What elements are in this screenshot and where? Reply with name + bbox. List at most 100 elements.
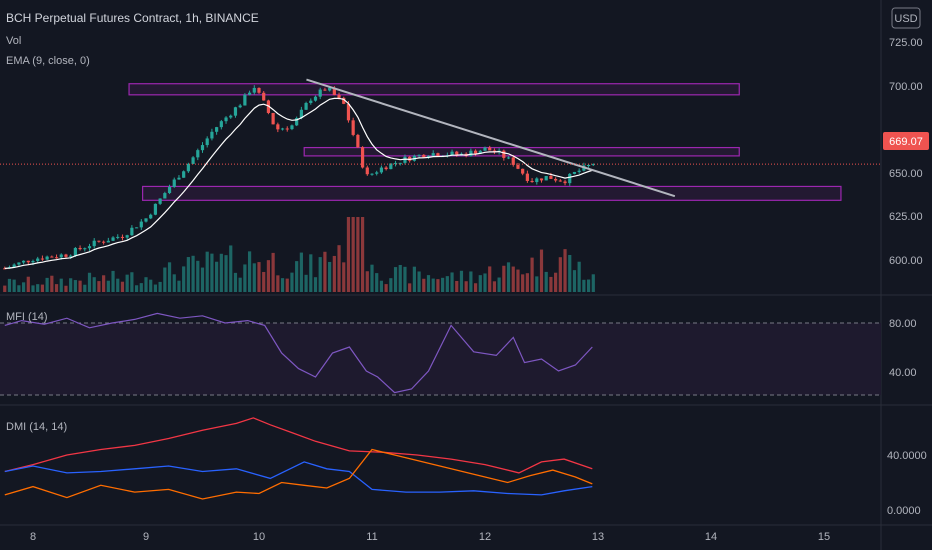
time-tick: 12 bbox=[479, 531, 491, 543]
chart-title: BCH Perpetual Futures Contract, 1h, BINA… bbox=[6, 11, 259, 25]
candle-body bbox=[238, 105, 242, 108]
candle-body bbox=[426, 155, 431, 158]
volume-bar bbox=[558, 257, 562, 292]
support-resistance-zone[interactable] bbox=[303, 146, 740, 157]
volume-bar bbox=[572, 270, 577, 292]
volume-bar bbox=[365, 271, 369, 292]
mfi-band-fill bbox=[0, 323, 881, 395]
candle-body bbox=[511, 157, 515, 165]
candle-body bbox=[483, 147, 487, 151]
candle-body bbox=[365, 167, 369, 175]
candle-body bbox=[455, 151, 459, 155]
candle-body bbox=[544, 175, 548, 181]
candle-body bbox=[290, 125, 294, 130]
volume-bar bbox=[45, 277, 49, 292]
candle-body bbox=[313, 96, 318, 101]
candle-body bbox=[360, 147, 365, 168]
candle-body bbox=[342, 97, 346, 104]
di-minus-line bbox=[4, 448, 593, 500]
mfi-tick: 40.00 bbox=[889, 367, 917, 379]
volume-bar bbox=[144, 277, 148, 292]
volume-bar bbox=[332, 255, 336, 292]
volume-bar bbox=[483, 273, 487, 292]
volume-bar bbox=[50, 275, 54, 292]
candle-body bbox=[422, 154, 426, 158]
volume-bar bbox=[210, 253, 214, 292]
volume-bar bbox=[525, 273, 529, 292]
support-resistance-zone[interactable] bbox=[142, 185, 842, 201]
candle-body bbox=[87, 246, 92, 249]
candle-body bbox=[205, 138, 209, 146]
volume-bar bbox=[295, 261, 299, 292]
candle-body bbox=[111, 237, 115, 241]
volume-bar bbox=[393, 267, 398, 292]
candle-body bbox=[219, 121, 223, 128]
volume-bar bbox=[87, 272, 92, 292]
volume-bar bbox=[511, 266, 515, 292]
price-tick: 700.00 bbox=[889, 81, 923, 93]
candle-body bbox=[59, 254, 63, 258]
volume-bar bbox=[313, 277, 318, 292]
volume-bar bbox=[417, 271, 421, 292]
currency-button-frame[interactable] bbox=[891, 7, 921, 29]
volume-bar bbox=[502, 265, 506, 292]
volume-bar bbox=[337, 245, 341, 292]
volume-bar bbox=[582, 279, 586, 292]
candle-body bbox=[521, 168, 525, 174]
volume-bar bbox=[229, 245, 233, 292]
candle-body bbox=[332, 87, 336, 95]
candle-body bbox=[328, 87, 332, 91]
currency-button-label[interactable]: USD bbox=[894, 13, 917, 25]
candle-body bbox=[247, 92, 252, 95]
candle-body bbox=[346, 103, 351, 121]
volume-bar bbox=[285, 278, 289, 292]
candle-body bbox=[130, 227, 134, 236]
candle-body bbox=[356, 134, 360, 148]
volume-bar bbox=[36, 284, 40, 292]
volume-bar bbox=[441, 277, 445, 292]
volume-bar bbox=[262, 271, 266, 292]
support-resistance-zone[interactable] bbox=[128, 83, 740, 96]
candle-body bbox=[389, 163, 393, 170]
volume-bar bbox=[549, 276, 553, 292]
candle-body bbox=[370, 173, 374, 175]
volume-bar bbox=[26, 276, 30, 292]
volume-bar bbox=[191, 255, 195, 292]
candle-body bbox=[17, 262, 21, 265]
volume-bar bbox=[422, 278, 426, 292]
candle-body bbox=[12, 264, 16, 268]
candle-body bbox=[252, 87, 256, 93]
volume-bar bbox=[497, 277, 501, 292]
candle-body bbox=[554, 178, 558, 181]
candle-body bbox=[144, 218, 148, 222]
candle-body bbox=[78, 247, 82, 250]
candle-body bbox=[73, 247, 77, 256]
candle-body bbox=[375, 172, 379, 174]
candle-body bbox=[163, 193, 167, 199]
price-tick: 625.00 bbox=[889, 211, 923, 223]
volume-bar bbox=[219, 253, 223, 292]
candle-body bbox=[125, 235, 129, 238]
candle-body bbox=[403, 156, 407, 163]
volume-bar bbox=[215, 261, 219, 292]
candle-body bbox=[186, 163, 190, 172]
volume-bar bbox=[7, 278, 12, 292]
ema-line bbox=[4, 97, 594, 269]
zone-group bbox=[128, 83, 842, 201]
candle-group bbox=[3, 85, 595, 270]
trendline[interactable] bbox=[306, 78, 676, 198]
candle-body bbox=[436, 153, 440, 157]
volume-bar bbox=[309, 254, 313, 292]
volume-bar bbox=[535, 276, 539, 292]
currency-button[interactable]: USD bbox=[891, 7, 921, 29]
candle-body bbox=[172, 179, 176, 187]
candle-body bbox=[233, 107, 238, 116]
dmi-lines bbox=[4, 417, 593, 500]
candle-body bbox=[572, 171, 577, 174]
volume-bar bbox=[106, 280, 110, 292]
volume-bar bbox=[21, 282, 26, 292]
candle-body bbox=[182, 171, 186, 178]
candle-body bbox=[200, 145, 205, 151]
volume-bar bbox=[271, 252, 275, 292]
volume-bar bbox=[186, 257, 190, 292]
